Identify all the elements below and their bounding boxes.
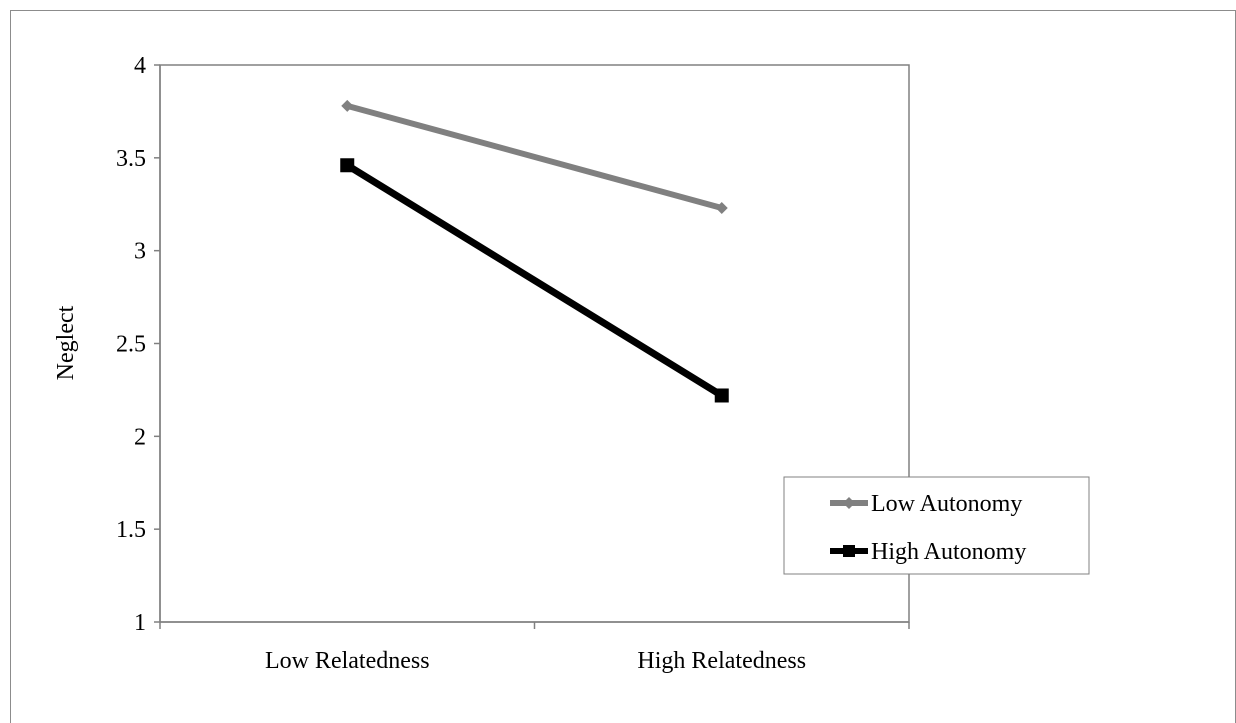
legend-item-high-autonomy: High Autonomy xyxy=(830,539,1026,565)
y-axis-title: Neglect xyxy=(53,305,79,380)
x-tick-label: Low Relatedness xyxy=(265,648,430,674)
y-tick-label: 3 xyxy=(134,239,146,265)
y-tick-label: 4 xyxy=(134,53,146,79)
data-point-low-autonomy xyxy=(715,201,728,214)
legend-label-high-autonomy: High Autonomy xyxy=(871,539,1026,565)
y-tick-label: 2 xyxy=(134,424,146,450)
figure-border xyxy=(10,10,1236,723)
data-point-high-autonomy xyxy=(714,388,729,403)
y-tick-label: 1 xyxy=(134,610,146,636)
legend-item-low-autonomy: Low Autonomy xyxy=(830,491,1022,517)
legend-square-icon xyxy=(843,545,855,557)
legend-label-low-autonomy: Low Autonomy xyxy=(871,491,1022,517)
x-tick-label: High Relatedness xyxy=(637,648,806,674)
series-layer xyxy=(340,99,729,403)
y-tick-label: 2.5 xyxy=(116,332,146,358)
legend-diamond-icon xyxy=(843,497,855,509)
y-tick-label: 1.5 xyxy=(116,517,146,543)
data-point-low-autonomy xyxy=(341,99,354,112)
data-point-high-autonomy xyxy=(340,158,355,173)
legend-box xyxy=(783,476,1090,575)
y-tick-label: 3.5 xyxy=(116,146,146,172)
series-line-high-autonomy xyxy=(345,162,724,399)
x-ticks: Low Relatedness High Relatedness xyxy=(159,622,910,674)
series-line-low-autonomy xyxy=(346,102,723,211)
y-ticks: 1 1.5 2 2.5 3 3.5 4 xyxy=(116,53,160,636)
legend: Low Autonomy High Autonomy xyxy=(783,476,1090,575)
